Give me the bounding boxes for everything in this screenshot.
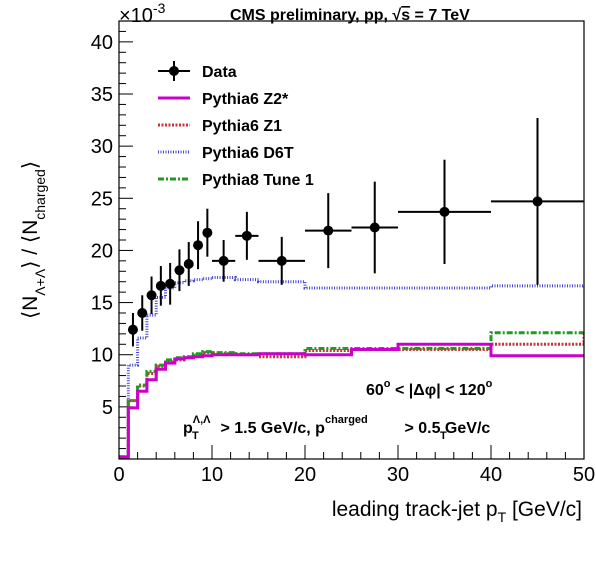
x-tick-label: 10 (201, 464, 223, 486)
data-marker (165, 278, 176, 289)
data-point (155, 266, 166, 306)
y-tick-label: 30 (91, 136, 113, 158)
data-point (193, 221, 204, 270)
data-point (183, 242, 194, 286)
data-marker (323, 225, 334, 236)
data-point (127, 313, 138, 347)
mc-series-layer (119, 276, 584, 459)
y-tick-label: 5 (102, 397, 113, 419)
legend-entry-z2: Pythia6 Z2* (158, 91, 289, 108)
x-tick-label: 20 (294, 464, 316, 486)
y-tick-label: 20 (91, 240, 113, 262)
x-tick-label: 30 (387, 464, 409, 486)
legend-data-marker (169, 66, 179, 76)
data-marker (439, 206, 450, 217)
y-axis-title: ⟨NΛ+Λ⟩ / ⟨Ncharged⟩ (19, 161, 48, 319)
data-marker (276, 255, 287, 266)
data-point (235, 211, 259, 260)
data-points-layer (127, 117, 584, 347)
y-axis-ticks: 5 10 15 20 25 30 35 40 (91, 30, 133, 450)
y-tick-label: 25 (91, 188, 113, 210)
legend: Data Pythia6 Z2* Pythia6 Z1 Pythia6 D6T … (158, 61, 314, 189)
legend-label-z2: Pythia6 Z2* (202, 91, 289, 108)
data-point (202, 208, 213, 257)
x-tick-label: 40 (480, 464, 502, 486)
legend-entry-data: Data (158, 61, 237, 81)
chart-header: CMS preliminary, pp, √s = 7 TeV (230, 7, 470, 24)
legend-label-z1: Pythia6 Z1 (202, 118, 282, 135)
data-marker (241, 230, 252, 241)
data-marker (137, 308, 148, 318)
data-marker (155, 280, 166, 291)
data-marker (183, 258, 194, 269)
data-marker (174, 265, 185, 276)
sqrt-bar-var: s (401, 7, 410, 24)
y-tick-label: 40 (91, 32, 113, 54)
y-tick-label: 10 (91, 345, 113, 367)
series-line-z2 (119, 342, 584, 459)
x-axis-title: leading track-jet pT [GeV/c] (332, 498, 582, 525)
legend-label-data: Data (202, 64, 237, 81)
data-point (398, 159, 491, 264)
y-tick-label: 35 (91, 84, 113, 106)
data-point (146, 276, 157, 315)
plot-frame (118, 20, 585, 460)
x-axis-ticks: 0 10 20 30 40 50 (113, 445, 595, 486)
data-point (165, 262, 176, 305)
legend-entry-p8: Pythia8 Tune 1 (158, 172, 314, 189)
legend-label-d6t: Pythia6 D6T (202, 145, 294, 162)
x-tick-label: 50 (573, 464, 595, 486)
data-point (351, 181, 398, 274)
data-marker (218, 255, 229, 266)
data-point (258, 236, 305, 285)
legend-entry-d6t: Pythia6 D6T (158, 145, 294, 162)
series-line-d6t (119, 276, 584, 459)
data-marker (202, 227, 213, 238)
data-point (212, 240, 236, 282)
data-point (137, 295, 148, 331)
data-marker (127, 324, 138, 335)
data-marker (369, 222, 380, 233)
data-marker (146, 290, 157, 301)
y-tick-label: 15 (91, 293, 113, 315)
legend-label-p8: Pythia8 Tune 1 (202, 172, 314, 189)
data-point (491, 117, 584, 285)
annotation-cuts: pΛ,Λ T > 1.5 GeV/c, pchargedT > 0.5 GeV/c (183, 414, 490, 442)
data-marker (532, 196, 543, 207)
x-tick-label: 0 (113, 464, 124, 486)
data-marker (193, 240, 204, 251)
data-point (305, 193, 352, 269)
legend-entry-z1: Pythia6 Z1 (158, 118, 282, 135)
y-multiplier: ×10-3 (119, 0, 166, 27)
annotation-dphi: 60o < |Δφ| < 120o (366, 378, 493, 399)
data-point (174, 249, 185, 292)
